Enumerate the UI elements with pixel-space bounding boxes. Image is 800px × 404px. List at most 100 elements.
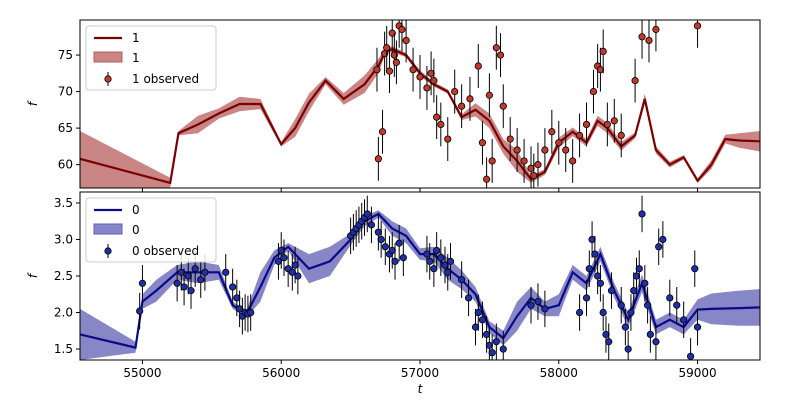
observed-point bbox=[534, 161, 542, 169]
observed-point bbox=[575, 308, 584, 317]
observed-point bbox=[666, 294, 674, 302]
legend-box bbox=[85, 197, 217, 263]
x-tick-label: 59000 bbox=[678, 366, 716, 380]
observed-point bbox=[534, 297, 542, 306]
legend-swatch-point bbox=[104, 75, 112, 83]
observed-point bbox=[277, 246, 285, 255]
observed-point bbox=[173, 279, 181, 287]
observed-point bbox=[617, 301, 625, 309]
observed-point bbox=[378, 128, 387, 136]
observed-point bbox=[621, 323, 629, 331]
observed-point bbox=[444, 135, 452, 143]
y-tick-label: 1.5 bbox=[54, 342, 73, 356]
observed-point bbox=[530, 171, 538, 180]
observed-point bbox=[180, 283, 188, 291]
observed-point bbox=[548, 128, 556, 136]
x-tick-label: 55000 bbox=[123, 366, 161, 380]
observed-point bbox=[391, 257, 399, 265]
observed-point bbox=[541, 305, 549, 313]
panel-0-plot-area bbox=[80, 20, 760, 188]
observed-point bbox=[631, 77, 639, 85]
y-tick-label: 65 bbox=[58, 121, 73, 135]
observed-point bbox=[451, 87, 459, 96]
observed-point bbox=[527, 301, 535, 309]
observed-point bbox=[377, 235, 385, 244]
observed-point bbox=[201, 268, 209, 276]
observed-point bbox=[187, 287, 195, 295]
observed-point bbox=[136, 307, 144, 315]
y-tick-label: 60 bbox=[58, 158, 73, 172]
observed-point bbox=[433, 113, 441, 121]
observed-point bbox=[247, 308, 255, 317]
observed-point bbox=[222, 268, 230, 276]
observed-point bbox=[607, 287, 616, 295]
legend-label: 1 bbox=[132, 51, 140, 65]
observed-point bbox=[416, 73, 424, 81]
observed-point bbox=[645, 36, 653, 45]
legend: 0 0 0 observed bbox=[85, 197, 217, 263]
observed-point bbox=[638, 33, 646, 41]
observed-point bbox=[430, 265, 438, 273]
observed-point bbox=[673, 301, 681, 309]
observed-point bbox=[367, 221, 376, 229]
observed-point bbox=[466, 95, 474, 103]
observed-point bbox=[423, 84, 431, 92]
observed-point bbox=[594, 272, 602, 280]
y-tick-label: 2.5 bbox=[54, 269, 73, 283]
observed-point bbox=[138, 279, 147, 287]
observed-point bbox=[471, 323, 480, 331]
mean-line bbox=[80, 48, 760, 185]
observed-point bbox=[229, 283, 237, 291]
observed-point bbox=[373, 66, 381, 74]
observed-point bbox=[499, 102, 507, 110]
observed-point bbox=[541, 146, 549, 154]
observed-point bbox=[635, 265, 643, 273]
observed-point bbox=[591, 250, 599, 258]
observed-point bbox=[474, 308, 482, 317]
observed-point bbox=[652, 338, 660, 346]
observed-point bbox=[458, 276, 466, 284]
legend: 1 1 1 observed bbox=[85, 25, 217, 91]
observed-point bbox=[588, 235, 596, 244]
observed-point bbox=[433, 246, 441, 255]
observed-point bbox=[294, 272, 302, 280]
observed-point bbox=[582, 294, 591, 302]
y-tick-label: 3.0 bbox=[54, 232, 73, 246]
y-tick-label: 3.5 bbox=[54, 196, 73, 210]
observed-point bbox=[427, 69, 435, 77]
observed-point bbox=[485, 91, 493, 99]
observed-point bbox=[402, 36, 410, 45]
observed-point bbox=[184, 272, 192, 280]
observed-point bbox=[488, 157, 496, 165]
legend-swatch-point bbox=[104, 247, 112, 255]
observed-point bbox=[444, 268, 452, 276]
observed-point bbox=[280, 254, 288, 262]
observed-point bbox=[520, 157, 528, 165]
observed-point bbox=[291, 261, 299, 269]
observed-point bbox=[506, 135, 514, 143]
legend-label: 1 observed bbox=[132, 72, 199, 86]
observed-point bbox=[691, 265, 699, 273]
observed-point bbox=[617, 131, 625, 140]
observed-point bbox=[488, 349, 496, 357]
y-tick-label: 2.0 bbox=[54, 306, 73, 320]
observed-point bbox=[409, 66, 417, 74]
observed-point bbox=[492, 338, 500, 346]
observed-point bbox=[562, 146, 570, 154]
observed-point bbox=[680, 316, 688, 324]
observed-point bbox=[638, 210, 646, 218]
legend-swatch-band bbox=[93, 51, 123, 63]
observed-point bbox=[646, 330, 654, 339]
observed-point bbox=[569, 157, 577, 165]
observed-point bbox=[399, 254, 407, 262]
legend-label: 0 observed bbox=[132, 244, 199, 258]
legend-label: 1 bbox=[132, 31, 140, 45]
observed-point bbox=[596, 279, 605, 287]
observed-point bbox=[659, 235, 667, 244]
observed-point bbox=[630, 287, 638, 295]
observed-point bbox=[392, 58, 401, 66]
x-tick-label: 57000 bbox=[401, 366, 439, 380]
observed-point bbox=[385, 67, 394, 75]
x-tick-label: 58000 bbox=[540, 366, 578, 380]
observed-point bbox=[423, 250, 431, 258]
